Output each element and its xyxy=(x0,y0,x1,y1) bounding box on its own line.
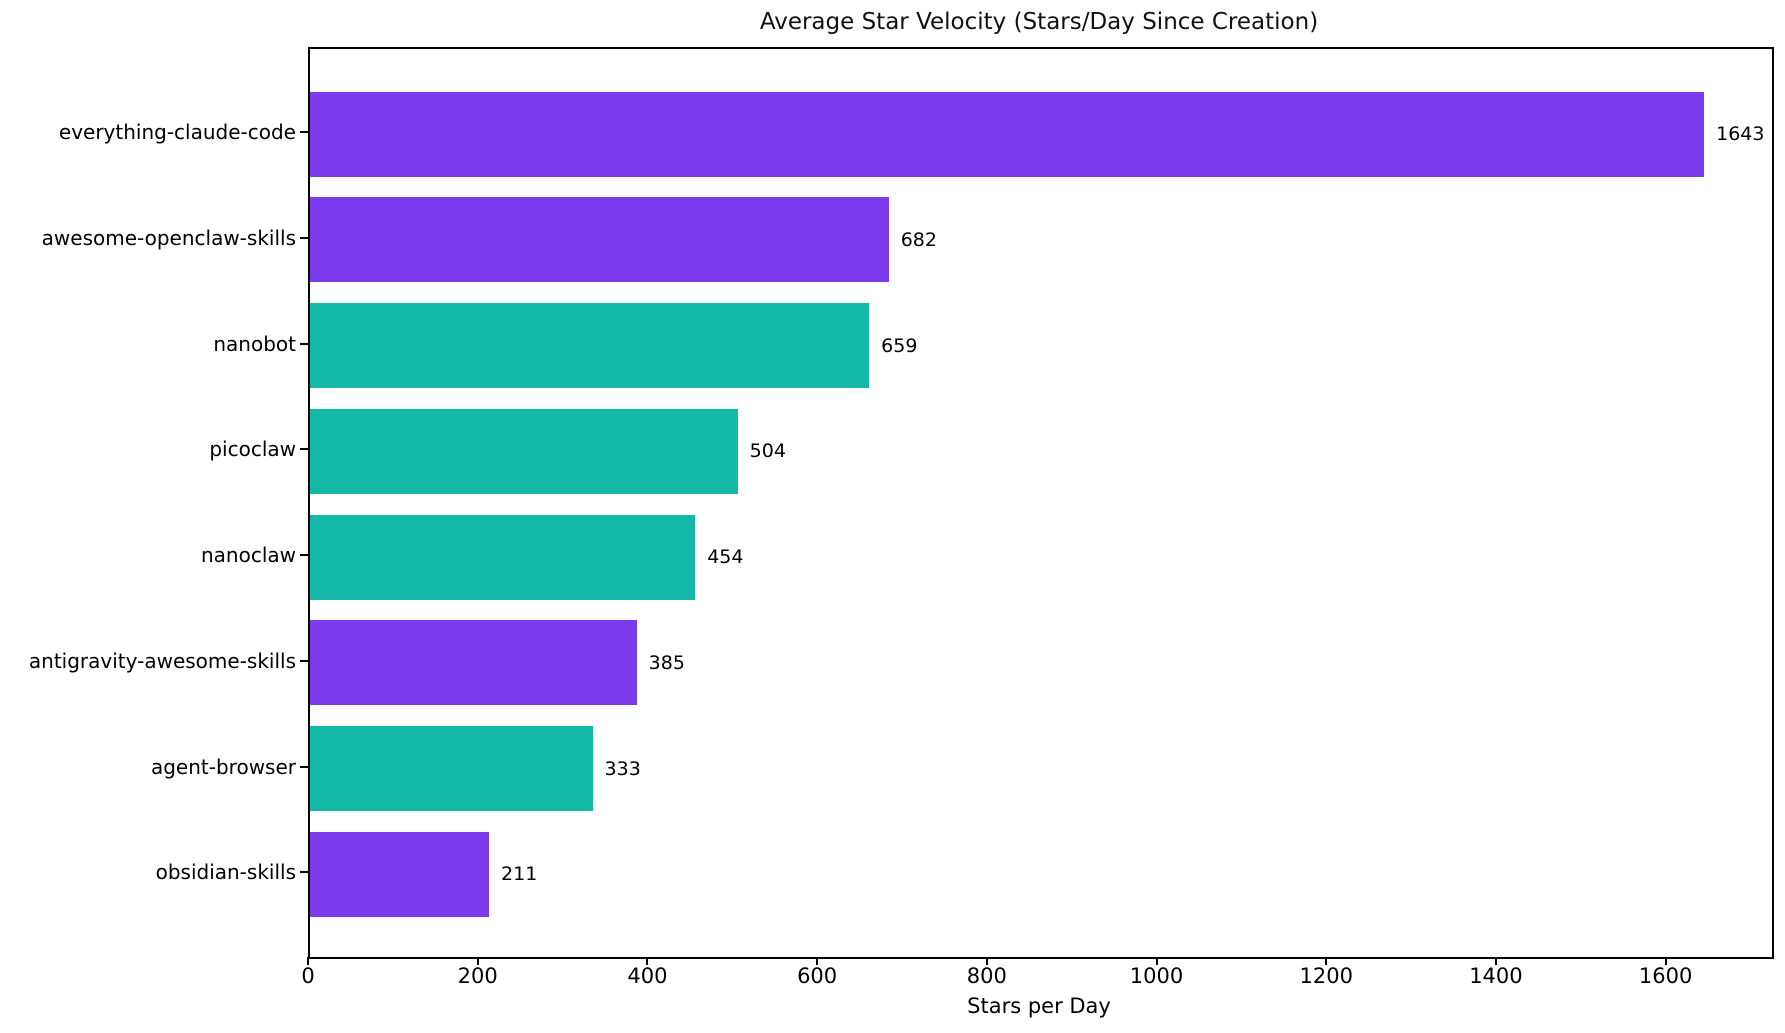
y-tick-label: awesome-openclaw-skills xyxy=(41,225,296,250)
plot-area: 1643 682 659 504 454 385 333 211 xyxy=(308,47,1774,959)
y-tick-label: nanoclaw xyxy=(200,543,296,567)
bar-value-label: 1643 xyxy=(1716,123,1765,145)
x-tick-label: 400 xyxy=(627,964,668,988)
bar-everything-claude-code xyxy=(310,91,1705,177)
bar-value-label: 504 xyxy=(749,440,786,463)
bar-awesome-openclaw-skills xyxy=(310,197,889,283)
y-tick-label: everything-claude-code xyxy=(58,120,296,144)
x-axis-label: Stars per Day xyxy=(967,994,1111,1018)
x-tick-mark xyxy=(985,957,988,965)
y-tick-mark xyxy=(300,871,308,874)
chart-title: Average Star Velocity (Stars/Day Since C… xyxy=(759,9,1319,35)
y-tick-label: antigravity-awesome-skills xyxy=(28,648,296,673)
x-tick-mark xyxy=(1325,957,1328,965)
y-tick-mark xyxy=(300,659,308,662)
bar-nanobot xyxy=(310,303,870,388)
y-tick-mark xyxy=(300,448,308,451)
x-tick-label: 800 xyxy=(966,964,1007,988)
bar-antigravity-awesome-skills xyxy=(310,620,637,706)
x-tick-label: 1600 xyxy=(1638,964,1693,988)
x-tick-mark xyxy=(646,957,649,965)
x-tick-mark xyxy=(816,957,819,965)
y-tick-mark xyxy=(300,342,308,345)
x-tick-mark xyxy=(1494,957,1497,965)
bar-agent-browser xyxy=(310,726,593,811)
x-tick-label: 1400 xyxy=(1469,964,1523,988)
y-tick-label: agent-browser xyxy=(150,754,296,779)
x-tick-mark xyxy=(1664,957,1667,965)
x-tick-label: 1000 xyxy=(1129,964,1184,988)
bar-value-label: 454 xyxy=(707,546,744,568)
y-tick-mark xyxy=(300,236,308,239)
bar-value-label: 333 xyxy=(604,757,641,780)
bar-value-label: 682 xyxy=(900,228,937,251)
x-tick-label: 600 xyxy=(797,964,838,988)
y-tick-mark xyxy=(300,765,308,768)
x-tick-label: 200 xyxy=(457,964,498,988)
y-tick-label: obsidian-skills xyxy=(155,860,296,885)
bar-value-label: 385 xyxy=(648,651,685,674)
y-tick-label: nanobot xyxy=(213,331,296,356)
y-tick-mark xyxy=(300,554,308,556)
x-tick-label: 1200 xyxy=(1299,964,1353,988)
bar-value-label: 211 xyxy=(501,863,538,886)
y-tick-label: picoclaw xyxy=(209,437,296,462)
y-tick-mark xyxy=(300,131,308,133)
bar-picoclaw xyxy=(310,408,738,494)
x-tick-mark xyxy=(476,957,479,965)
x-tick-mark xyxy=(1155,957,1158,965)
bar-value-label: 659 xyxy=(881,334,918,357)
x-tick-mark xyxy=(307,957,309,965)
bar-obsidian-skills xyxy=(310,831,490,917)
x-tick-label: 0 xyxy=(301,964,315,988)
bar-nanoclaw xyxy=(310,514,696,600)
